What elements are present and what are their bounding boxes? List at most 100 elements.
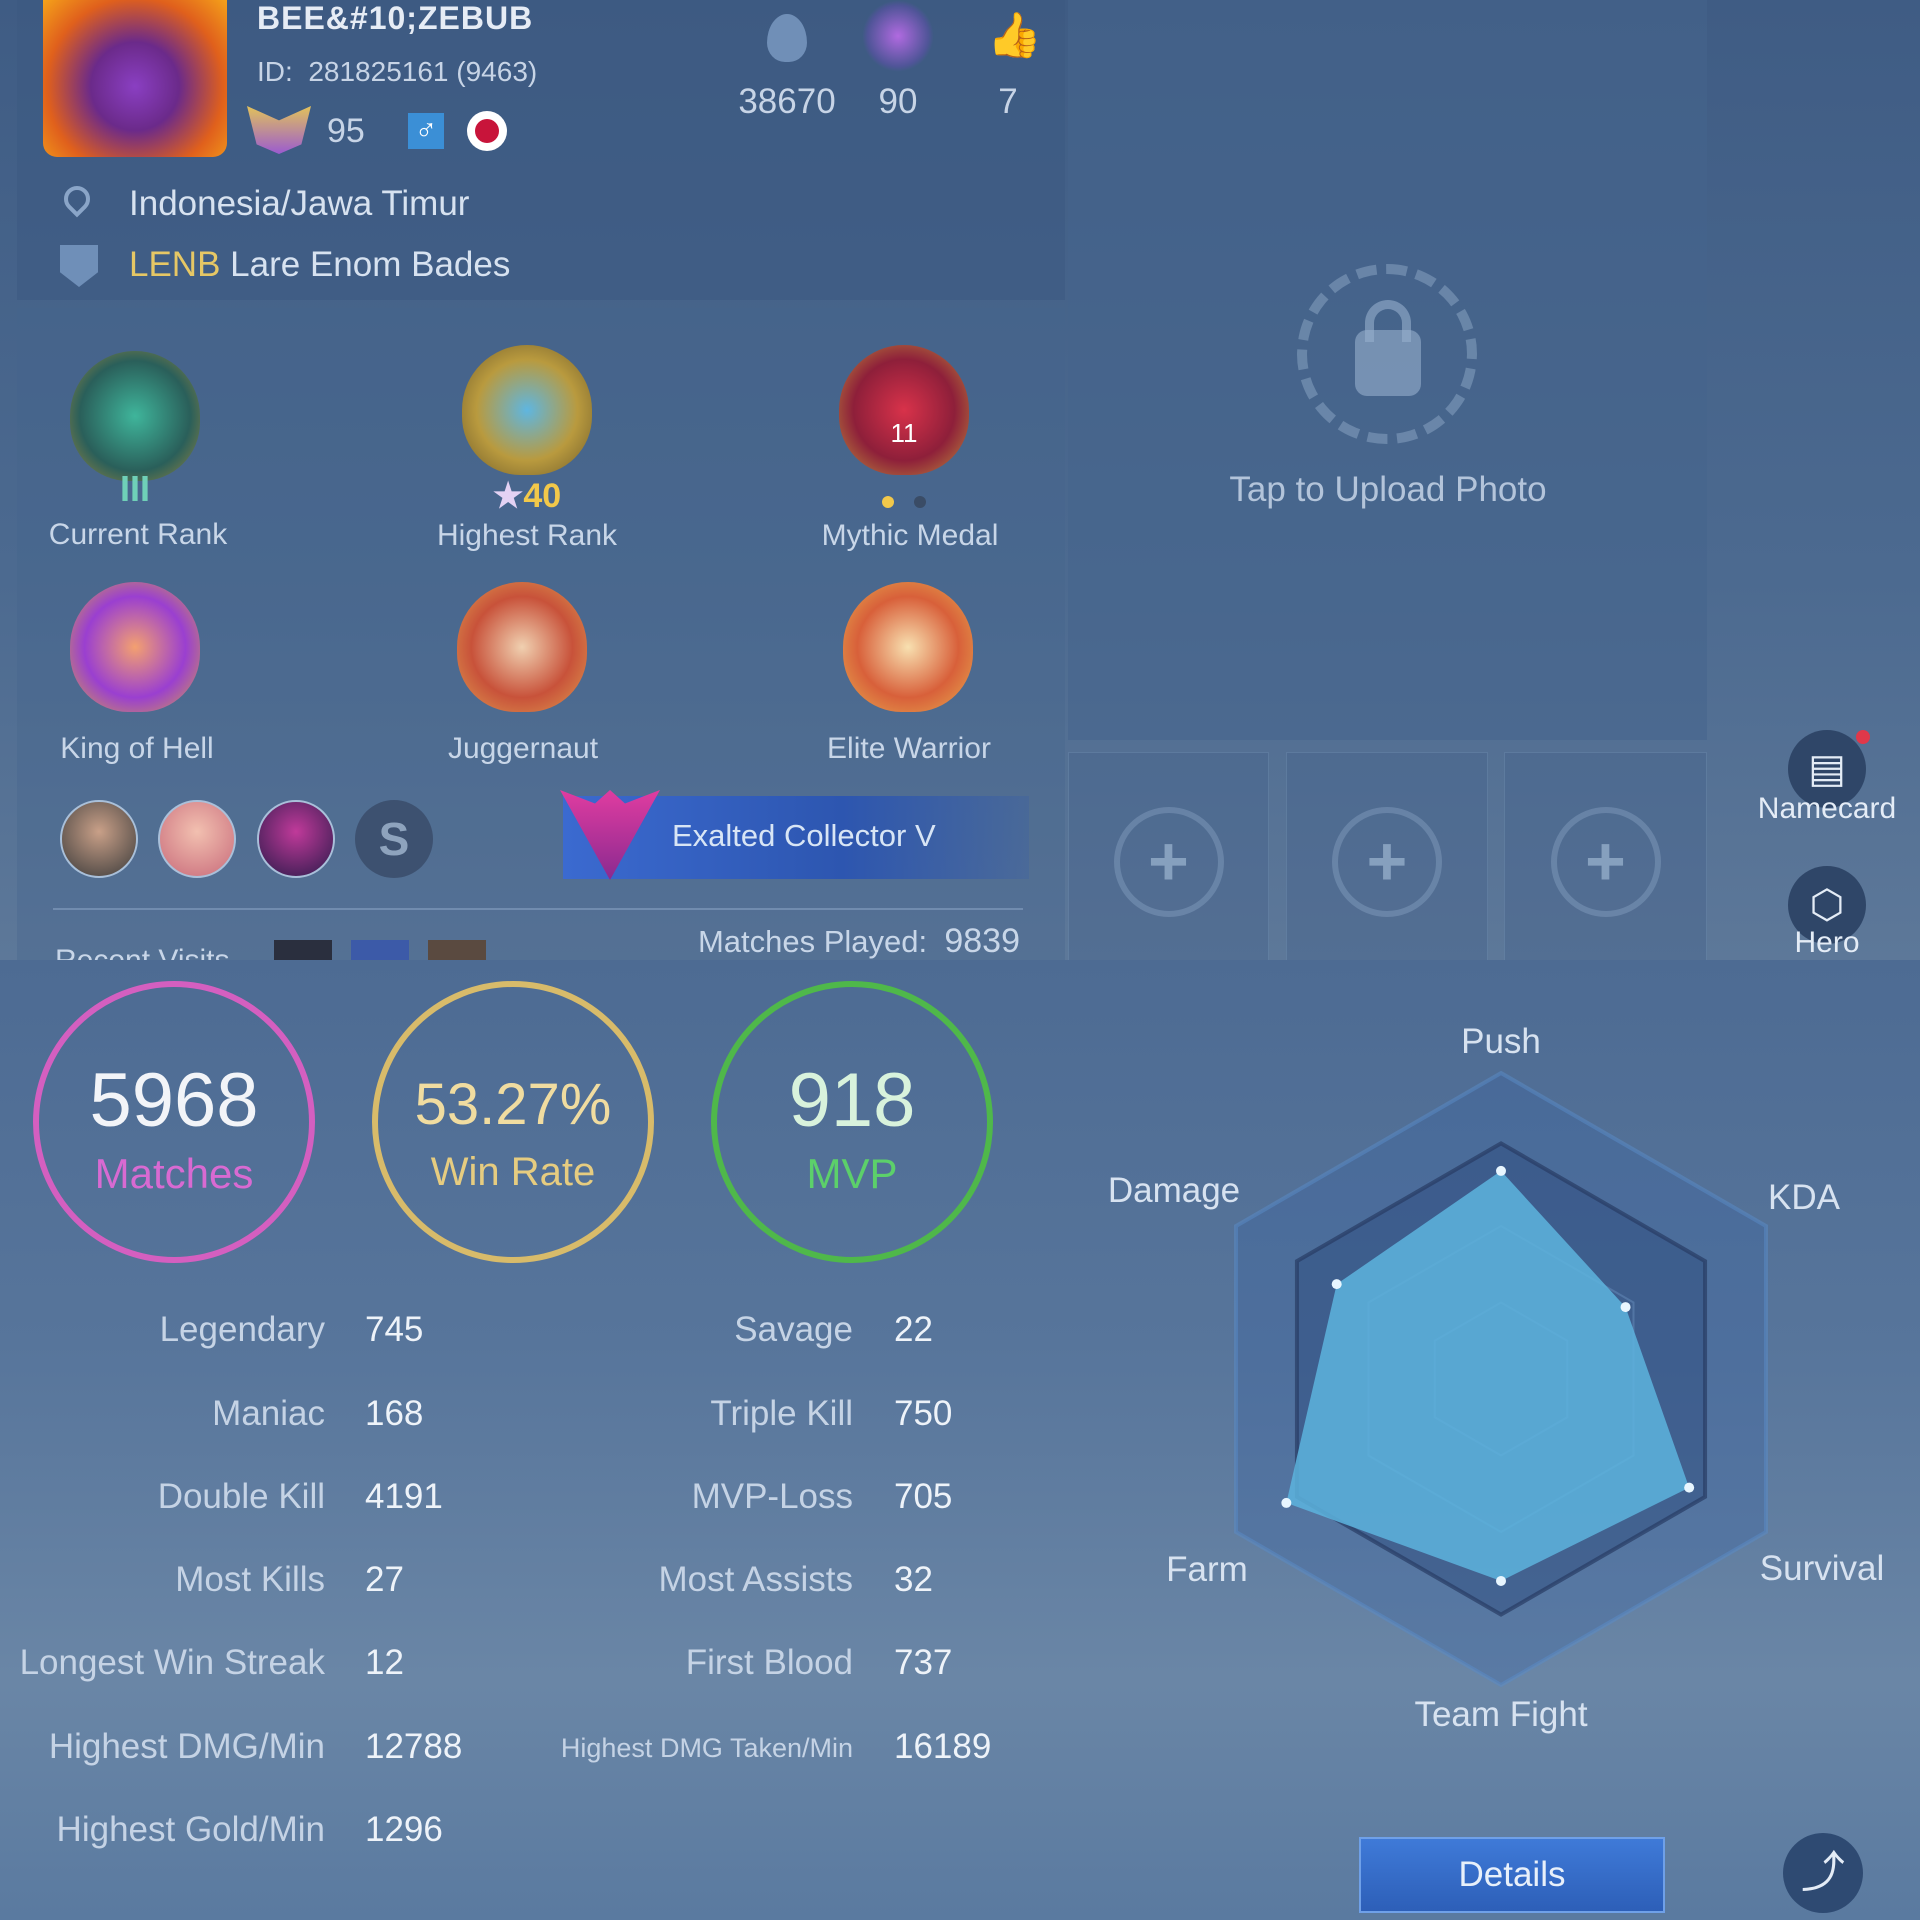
radar-label-damage: Damage [1107, 1171, 1241, 1210]
stat-value: 745 [365, 1310, 424, 1349]
win-rate-circle: 53.27% Win Rate [372, 981, 654, 1263]
male-icon: ♂ [408, 113, 444, 149]
avatar[interactable] [43, 0, 227, 157]
stat-value: 4191 [365, 1477, 443, 1516]
location-text: Indonesia/Jawa Timur [129, 184, 470, 223]
stat-label: Most Kills [175, 1560, 325, 1599]
mythic-medal-label: Mythic Medal [821, 519, 999, 552]
stat-value: 32 [894, 1560, 933, 1599]
add-photo-icon: + [1332, 807, 1442, 917]
radar-label-push: Push [1461, 1022, 1541, 1061]
hero-button[interactable]: ⬡ Hero [1750, 866, 1904, 960]
mvp-label: MVP [806, 1150, 898, 1197]
stat-value: 1296 [365, 1810, 443, 1849]
stat-label: Longest Win Streak [19, 1643, 325, 1682]
radar-data-area [1286, 1170, 1690, 1581]
stat-label: First Blood [685, 1643, 853, 1682]
radar-chart [1233, 1070, 1769, 1688]
radar-point-farm [1281, 1497, 1292, 1508]
radar-label-kda: KDA [1768, 1178, 1840, 1217]
mvp-value: 918 [788, 1058, 916, 1143]
namecard-icon: ▤ [1788, 730, 1866, 808]
collector-title: Exalted Collector V [672, 818, 936, 853]
mvp-circle: 918 MVP [711, 981, 993, 1263]
padlock-shackle [1365, 300, 1411, 342]
mythic-medal-icon[interactable] [839, 345, 969, 475]
favorite-hero-3[interactable] [257, 800, 335, 878]
current-rank-label: Current Rank [48, 518, 228, 551]
juggernaut-label: Juggernaut [447, 732, 599, 765]
elite-warrior-icon[interactable] [843, 582, 973, 712]
level: 95 [327, 112, 365, 150]
stat-label: Legendary [159, 1310, 325, 1349]
matches-played-label: Matches Played: [697, 924, 928, 959]
page-dot-active[interactable] [882, 496, 894, 508]
matches-value: 5968 [89, 1058, 259, 1143]
namecard-button[interactable]: ▤ Namecard [1750, 730, 1904, 830]
upload-photo-panel[interactable]: Tap to Upload Photo [1068, 0, 1707, 740]
photo-slot-1[interactable]: + [1068, 752, 1269, 960]
skin-collection-icon[interactable]: S [355, 800, 433, 878]
favorite-hero-2[interactable] [158, 800, 236, 878]
share-icon: ⤴ [1801, 1848, 1845, 1897]
stat-label: Triple Kill [710, 1394, 853, 1433]
add-photo-icon: + [1550, 807, 1661, 917]
flag-icon [467, 111, 507, 151]
radar-point-kda [1620, 1302, 1631, 1313]
stats-section: 5968 Matches 53.27% Win Rate 918 MVP Push K… [0, 960, 1920, 1920]
radar-label-team-fight: Team Fight [1414, 1695, 1588, 1734]
matches-played: Matches Played: 9839 [698, 922, 1020, 960]
visitor-avatar[interactable] [274, 940, 332, 960]
recent-visits-label: Recent Visits [55, 944, 230, 960]
photo-slot-3[interactable]: + [1504, 752, 1707, 960]
photo-slot-2[interactable]: + [1286, 752, 1488, 960]
fire-icon [767, 14, 807, 62]
radar-point-push [1496, 1165, 1506, 1176]
stat-label: Maniac [212, 1394, 325, 1433]
page-dot[interactable] [914, 496, 926, 508]
highest-rank-stars: ★40 [493, 476, 561, 516]
cube-icon: ⬡ [1788, 866, 1866, 944]
mythic-medal-count: 11 [890, 418, 918, 448]
stat-value: 168 [365, 1394, 424, 1433]
details-button[interactable]: Details [1359, 1837, 1665, 1913]
stat-label: Highest DMG/Min [48, 1727, 325, 1766]
visitor-avatar[interactable] [428, 940, 486, 960]
stat-label: MVP-Loss [691, 1477, 853, 1516]
king-of-hell-icon[interactable] [70, 582, 200, 712]
stat-label: Double Kill [157, 1477, 325, 1516]
divider [53, 908, 1023, 910]
stat-value: 705 [894, 1477, 953, 1516]
visitor-avatar[interactable] [351, 940, 409, 960]
elite-warrior-label: Elite Warrior [827, 732, 991, 765]
add-photo-icon: + [1113, 807, 1224, 917]
squad[interactable]: LENB Lare Enom Bades [129, 245, 510, 285]
matches-label: Matches [94, 1150, 254, 1197]
stat-value: 22 [894, 1310, 933, 1349]
current-rank-tier: III [119, 468, 151, 509]
current-rank-icon[interactable] [70, 351, 200, 481]
stat-value: 737 [894, 1643, 953, 1682]
upload-photo-label: Tap to Upload Photo [1229, 470, 1547, 509]
highest-rank-star-count: 40 [523, 477, 562, 515]
stat-value: 27 [365, 1560, 404, 1599]
share-button[interactable]: ⤴ [1783, 1833, 1863, 1913]
likes-value: 7 [998, 82, 1018, 121]
highest-rank-label: Highest Rank [436, 519, 618, 552]
stat-value: 750 [894, 1394, 953, 1433]
win-rate-label: Win Rate [430, 1150, 596, 1194]
id-value: 281825161 (9463) [308, 56, 538, 87]
juggernaut-icon[interactable] [457, 582, 587, 712]
details-label: Details [1458, 1855, 1566, 1894]
highest-rank-icon[interactable] [462, 345, 592, 475]
stat-label: Savage [734, 1310, 853, 1349]
charm-value: 90 [878, 82, 918, 121]
stat-value: 12788 [365, 1727, 463, 1766]
profile-top: BEE&#10;ZEBUB ID: 281825161 (9463) 95 ♂ … [0, 0, 1920, 960]
radar-label-survival: Survival [1759, 1549, 1885, 1588]
favorite-hero-1[interactable] [60, 800, 138, 878]
player-name: BEE&#10;ZEBUB [257, 0, 534, 36]
stat-label: Highest DMG Taken/Min [560, 1733, 853, 1763]
matches-played-value: 9839 [944, 922, 1020, 960]
stat-label: Most Assists [658, 1560, 853, 1599]
